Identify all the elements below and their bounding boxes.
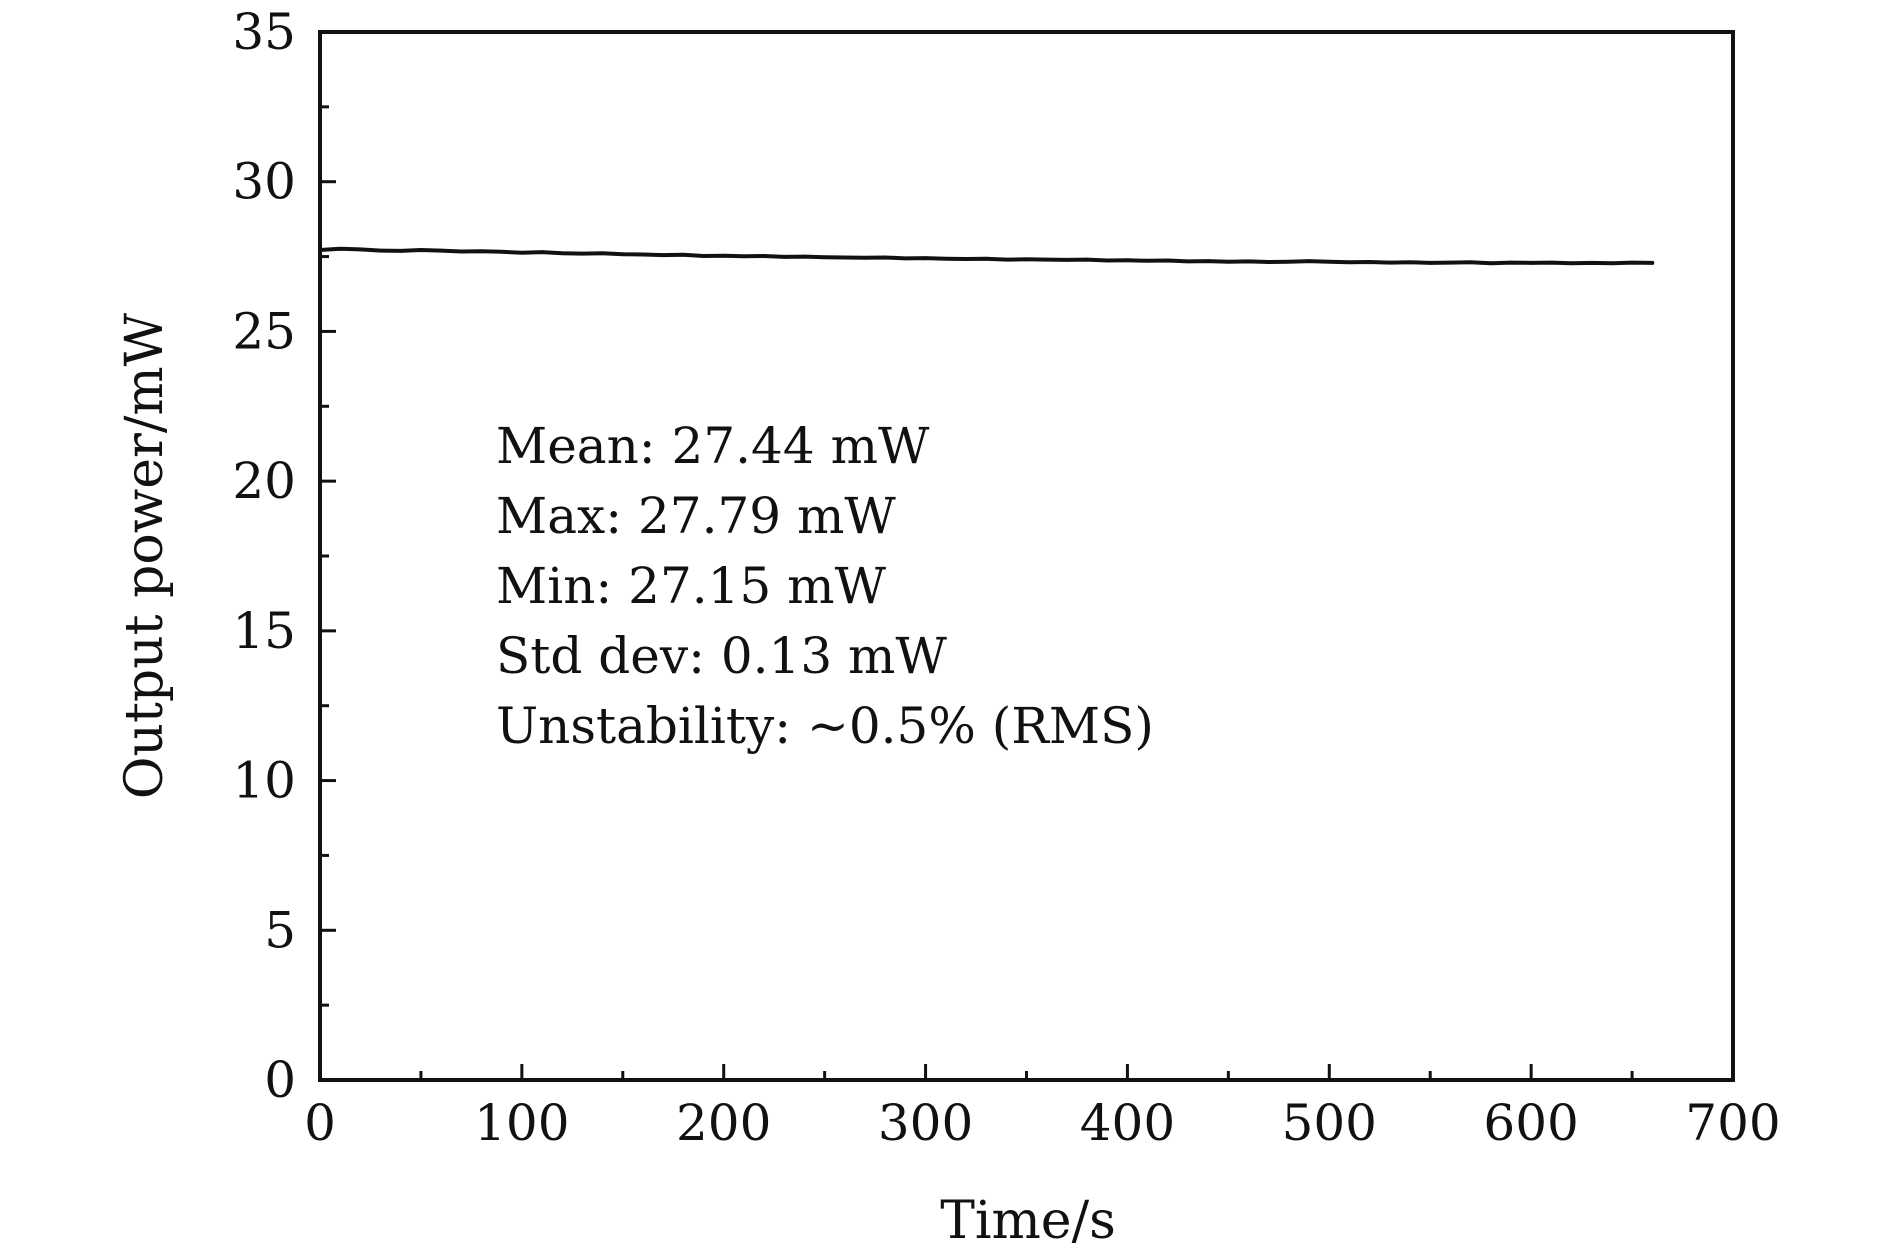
x-tick-label: 600 bbox=[1483, 1094, 1578, 1152]
data-point bbox=[1347, 260, 1352, 265]
data-point bbox=[1044, 257, 1049, 262]
data-point bbox=[742, 254, 746, 259]
data-point bbox=[459, 249, 464, 254]
data-point bbox=[721, 253, 726, 258]
data-point bbox=[822, 255, 827, 259]
x-tick-label: 200 bbox=[676, 1094, 771, 1152]
data-point bbox=[1004, 257, 1009, 262]
x-tick-label: 400 bbox=[1080, 1094, 1175, 1152]
x-tick-label: 700 bbox=[1685, 1094, 1780, 1152]
y-tick-label: 30 bbox=[232, 153, 296, 211]
y-axis-title: Output power/mW bbox=[115, 312, 175, 799]
data-point bbox=[419, 248, 423, 252]
data-point bbox=[580, 251, 585, 256]
data-point bbox=[1509, 260, 1513, 265]
data-point bbox=[621, 252, 625, 256]
x-axis-title: Time/s bbox=[940, 1191, 1116, 1251]
data-point bbox=[338, 247, 343, 251]
annotation-mean: Mean: 27.44 mW bbox=[496, 417, 930, 475]
data-point bbox=[944, 256, 948, 261]
data-point bbox=[964, 257, 968, 261]
data-point bbox=[701, 254, 706, 258]
data-point bbox=[600, 251, 605, 256]
y-tick-label: 10 bbox=[232, 752, 296, 810]
data-point bbox=[1327, 259, 1332, 264]
data-point bbox=[1367, 260, 1372, 264]
data-point bbox=[499, 250, 504, 254]
y-tick-label: 35 bbox=[232, 3, 296, 61]
data-point bbox=[1589, 261, 1594, 265]
data-point bbox=[1307, 259, 1311, 263]
data-point bbox=[1489, 261, 1493, 266]
y-tick-label: 25 bbox=[232, 302, 296, 360]
x-tick-label: 500 bbox=[1282, 1094, 1377, 1152]
data-point bbox=[1630, 260, 1634, 265]
data-point bbox=[479, 249, 484, 253]
data-point bbox=[984, 256, 988, 261]
data-point bbox=[1549, 260, 1554, 265]
data-point bbox=[1105, 258, 1109, 263]
data-point bbox=[1246, 259, 1251, 264]
annotation-std-dev: Std dev: 0.13 mW bbox=[496, 627, 947, 685]
data-point bbox=[1186, 259, 1190, 264]
x-tick-label: 100 bbox=[474, 1094, 569, 1152]
plot-frame bbox=[318, 30, 1735, 1082]
data-point bbox=[641, 252, 645, 257]
data-point bbox=[782, 255, 787, 259]
data-point bbox=[540, 250, 544, 254]
data-point bbox=[1085, 257, 1089, 262]
annotation-max: Max: 27.79 mW bbox=[496, 487, 896, 545]
data-point bbox=[1569, 261, 1574, 266]
data-point bbox=[1145, 259, 1150, 263]
data-point bbox=[1448, 260, 1453, 265]
data-point bbox=[843, 255, 847, 260]
data-point bbox=[1428, 261, 1432, 265]
x-tick-label: 0 bbox=[304, 1094, 336, 1152]
annotation-min: Min: 27.15 mW bbox=[496, 557, 887, 615]
data-point bbox=[358, 247, 363, 252]
data-point bbox=[681, 253, 686, 257]
data-point bbox=[923, 256, 928, 260]
data-point bbox=[661, 253, 665, 257]
ticks-layer: 0 100 200 300 400 500 600 700 0 5 10 15 20 25 30 35 bbox=[232, 3, 1780, 1152]
y-tick-label: 5 bbox=[264, 901, 296, 959]
annotation-unstability: Unstability: ~0.5% (RMS) bbox=[496, 697, 1154, 755]
data-point bbox=[1266, 260, 1271, 264]
data-point bbox=[1206, 259, 1210, 263]
data-point bbox=[903, 256, 908, 261]
data-point bbox=[802, 254, 807, 259]
stats-annotation: Mean: 27.44 mW Max: 27.79 mW Min: 27.15 … bbox=[496, 417, 1154, 755]
data-point bbox=[1125, 258, 1130, 263]
data-point bbox=[1529, 261, 1533, 265]
data-point bbox=[1065, 258, 1069, 262]
data-point bbox=[1166, 258, 1170, 263]
data-point bbox=[520, 250, 524, 255]
x-tick-label: 300 bbox=[878, 1094, 973, 1152]
data-point bbox=[560, 251, 564, 256]
y-tick-label: 20 bbox=[232, 452, 296, 510]
data-point bbox=[398, 249, 403, 253]
data-point bbox=[762, 254, 766, 258]
data-point bbox=[863, 255, 867, 260]
y-tick-label: 15 bbox=[232, 602, 296, 660]
data-point bbox=[439, 248, 443, 253]
data-point bbox=[883, 255, 887, 260]
data-point bbox=[1408, 260, 1412, 265]
data-point bbox=[378, 248, 383, 253]
data-point bbox=[1610, 261, 1614, 266]
data-point bbox=[1650, 261, 1655, 265]
data-point bbox=[1287, 259, 1291, 264]
data-point bbox=[1468, 260, 1473, 265]
y-tick-label: 0 bbox=[264, 1051, 296, 1109]
series-layer bbox=[318, 246, 1655, 266]
data-point bbox=[1024, 257, 1029, 262]
data-point bbox=[1388, 260, 1392, 265]
data-point bbox=[1226, 259, 1231, 264]
series-line bbox=[318, 246, 1655, 266]
